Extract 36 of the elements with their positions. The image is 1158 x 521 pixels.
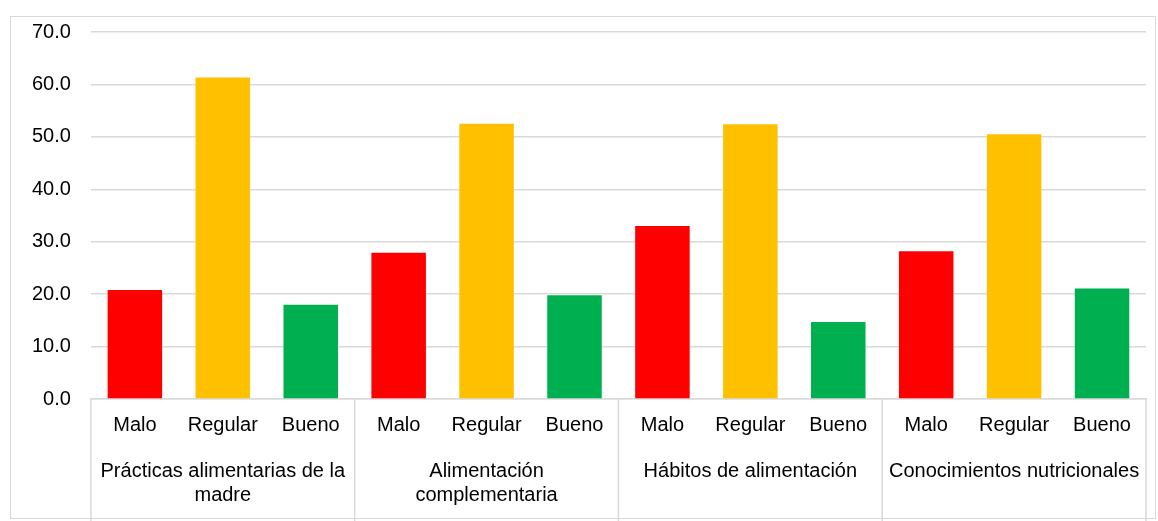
bar xyxy=(371,252,426,399)
x-tick-label: Bueno xyxy=(1073,412,1131,435)
bar xyxy=(195,77,251,399)
y-tick-label: 10.0 xyxy=(31,334,71,357)
bar xyxy=(723,124,778,399)
y-tick-label: 70.0 xyxy=(31,19,71,42)
bar xyxy=(459,123,514,399)
y-tick-label: 50.0 xyxy=(31,124,71,147)
x-tick-label: Malo xyxy=(640,412,685,435)
y-tick-label: 40.0 xyxy=(31,176,71,199)
y-tick-label: 0.0 xyxy=(43,386,71,409)
bar xyxy=(635,225,690,399)
bar xyxy=(1074,288,1130,399)
bar xyxy=(898,251,954,399)
text: Conocimientos nutricionales xyxy=(889,458,1140,481)
x-tick-label: Bueno xyxy=(281,412,340,435)
x-tick-label: Regular xyxy=(451,412,522,435)
x-tick-label: Regular xyxy=(979,412,1050,435)
bar xyxy=(547,295,602,399)
y-tick-label: 60.0 xyxy=(31,71,71,94)
x-tick-label: Bueno xyxy=(809,412,868,435)
x-tick-label: Malo xyxy=(904,412,948,435)
bar xyxy=(986,134,1042,399)
text: Hábitos de alimentación xyxy=(643,458,858,481)
text: Prácticas alimentarias de la madre xyxy=(100,458,346,505)
x-tick-label: Bueno xyxy=(545,412,604,435)
x-tick-label: Malo xyxy=(113,412,157,435)
y-tick-label: 20.0 xyxy=(31,281,71,304)
x-tick-label: Regular xyxy=(715,412,786,435)
text: Alimentación complementaria xyxy=(415,458,559,505)
y-tick-label: 30.0 xyxy=(31,229,71,252)
x-tick-label: Malo xyxy=(376,412,421,435)
bar xyxy=(283,304,338,399)
bar xyxy=(811,321,866,399)
bar xyxy=(107,289,163,399)
x-tick-label: Regular xyxy=(187,412,259,435)
